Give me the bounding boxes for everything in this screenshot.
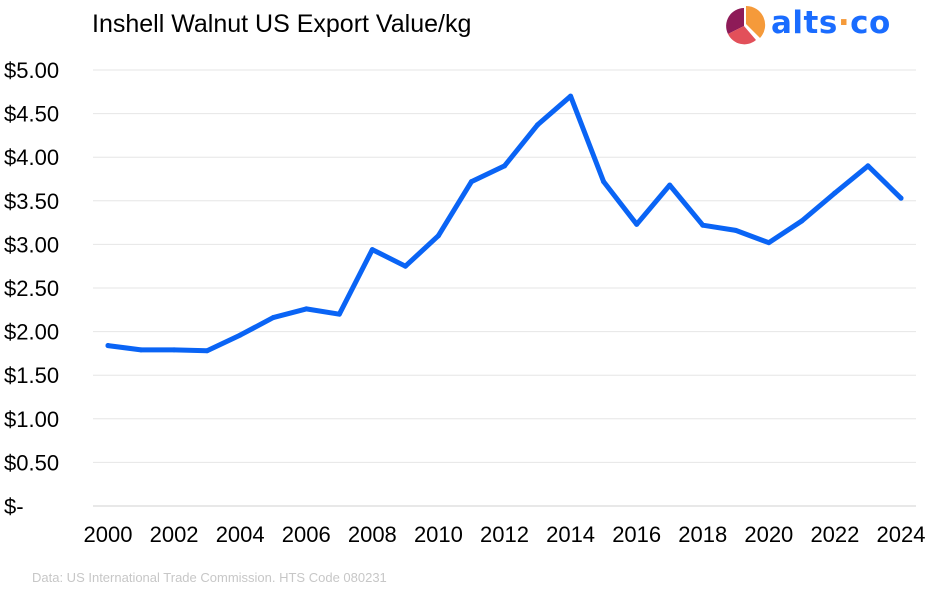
data-point (435, 233, 441, 239)
data-point (171, 347, 177, 353)
x-tick-label: 2004 (216, 522, 265, 547)
x-tick-label: 2020 (744, 522, 793, 547)
y-tick-label: $5.00 (4, 58, 59, 83)
data-point (270, 315, 276, 321)
data-point (568, 93, 574, 99)
data-point (204, 348, 210, 354)
series-line (105, 93, 904, 354)
data-point (468, 179, 474, 185)
y-tick-label: $4.50 (4, 102, 59, 127)
x-tick-label: 2006 (282, 522, 331, 547)
y-tick-label: $1.50 (4, 363, 59, 388)
chart-title: Inshell Walnut US Export Value/kg (92, 10, 472, 38)
data-point (832, 190, 838, 196)
data-point (336, 311, 342, 317)
data-point (535, 122, 541, 128)
alts-co-logo: alts·co (724, 5, 924, 46)
data-point (898, 195, 904, 201)
x-tick-label: 2024 (877, 522, 926, 547)
data-point (667, 182, 673, 188)
y-tick-label: $3.00 (4, 232, 59, 257)
data-point (303, 306, 309, 312)
y-tick-label: $3.50 (4, 189, 59, 214)
data-point (634, 221, 640, 227)
data-point (105, 343, 111, 349)
data-point (402, 263, 408, 269)
data-point (700, 222, 706, 228)
x-tick-label: 2014 (546, 522, 595, 547)
data-point (601, 179, 607, 185)
series-lines (105, 93, 904, 354)
data-point (766, 240, 772, 246)
x-tick-label: 2018 (678, 522, 727, 547)
y-tick-label: $0.50 (4, 450, 59, 475)
logo-wordmark: alts·co (771, 5, 891, 41)
data-point (502, 163, 507, 169)
data-point (733, 227, 739, 233)
data-point (799, 218, 805, 224)
pie-chart-icon (726, 5, 766, 45)
data-point (369, 247, 375, 253)
x-tick-label: 2000 (84, 522, 133, 547)
data-point (865, 163, 871, 169)
y-tick-label: $2.00 (4, 320, 59, 345)
data-point (237, 332, 243, 338)
x-axis-ticks: 2000 2002 2004 2006 2008 2010 2012 2014 2016 2018… (84, 522, 926, 547)
x-tick-label: 2010 (414, 522, 463, 547)
y-axis-ticks: $5.00 $4.50 $4.00 $3.50 $3.00 $2.50 $2.00 $1.50… (4, 58, 59, 519)
data-point (138, 347, 144, 353)
data-source-note: Data: US International Trade Commission.… (32, 570, 387, 585)
y-tick-label: $- (4, 494, 24, 519)
x-tick-label: 2002 (150, 522, 199, 547)
x-tick-label: 2008 (348, 522, 397, 547)
x-tick-label: 2022 (810, 522, 859, 547)
gridlines (93, 69, 916, 507)
y-tick-label: $4.00 (4, 145, 59, 170)
y-tick-label: $2.50 (4, 276, 59, 301)
x-tick-label: 2016 (612, 522, 661, 547)
x-tick-label: 2012 (480, 522, 529, 547)
y-tick-label: $1.00 (4, 407, 59, 432)
